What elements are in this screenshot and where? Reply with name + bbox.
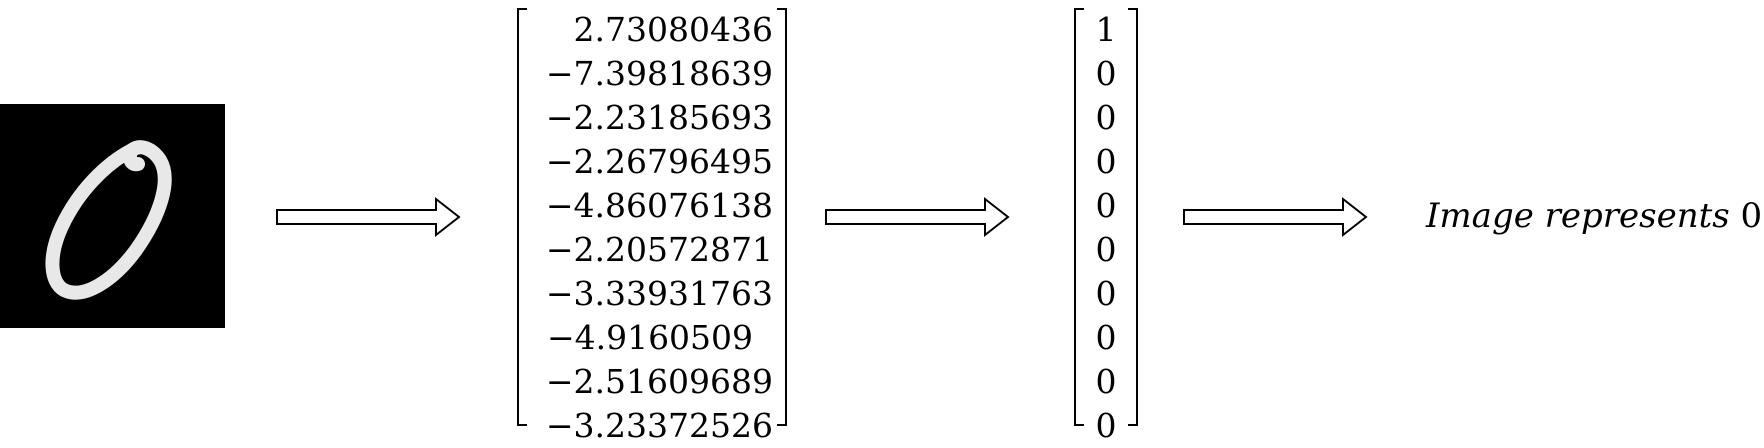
arrow-image-to-logits (276, 196, 461, 238)
one-hot-vector: 1 0 0 0 0 0 0 0 0 0 (1074, 8, 1138, 445)
input-digit-image (0, 104, 225, 328)
onehot-value-1: 0 (1095, 54, 1117, 93)
logit-value-6: −3.33931763 (545, 274, 773, 313)
onehot-value-5: 0 (1095, 230, 1117, 269)
onehot-value-7: 0 (1095, 318, 1117, 357)
onehot-value-3: 0 (1095, 142, 1117, 181)
handwritten-zero-icon (0, 104, 225, 328)
logit-value-8: −2.51609689 (545, 362, 773, 401)
onehot-value-2: 0 (1095, 98, 1117, 137)
logits-vector: 2.73080436 −7.39818639 −2.23185693 −2.26… (517, 8, 787, 445)
arrow-logits-to-onehot (825, 196, 1010, 238)
logit-value-7: −4.9160509 (546, 318, 754, 357)
logit-value-9: −3.23372526 (545, 406, 773, 445)
logit-value-3: −2.26796495 (545, 142, 773, 181)
onehot-value-8: 0 (1095, 362, 1117, 401)
prediction-caption: Image represents 0 (1426, 194, 1762, 238)
caption-text: Image represents (1426, 196, 1730, 236)
caption-digit: 0 (1740, 196, 1763, 236)
logit-value-1: −7.39818639 (545, 54, 773, 93)
onehot-value-0: 1 (1095, 10, 1117, 49)
logit-value-4: −4.86076138 (545, 186, 773, 225)
onehot-value-9: 0 (1095, 406, 1117, 445)
onehot-value-6: 0 (1095, 274, 1117, 313)
logit-value-2: −2.23185693 (545, 98, 773, 137)
logit-value-5: −2.20572871 (545, 230, 773, 269)
onehot-value-4: 0 (1095, 186, 1117, 225)
logit-value-0: 2.73080436 (573, 10, 773, 49)
arrow-onehot-to-caption (1183, 196, 1368, 238)
